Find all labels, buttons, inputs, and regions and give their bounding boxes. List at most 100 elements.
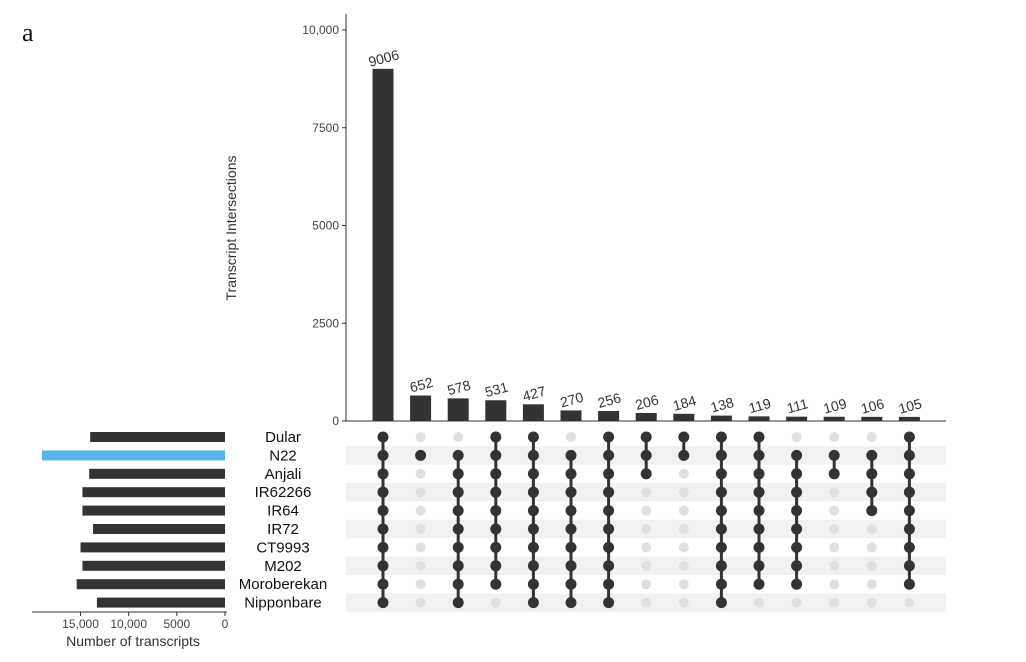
matrix-dot-active: [715, 505, 727, 517]
intersection-value-label: 531: [483, 379, 510, 401]
set-label: N22: [269, 447, 297, 464]
matrix-dot-inactive: [678, 579, 689, 590]
matrix-dot-active: [565, 560, 577, 572]
matrix-dot-active: [452, 541, 464, 553]
matrix-dot-active: [866, 468, 878, 480]
matrix-dot-active: [866, 449, 878, 461]
intersection-value-label: 206: [634, 391, 661, 413]
matrix-dot-active: [791, 486, 803, 498]
intersection-value-label: 427: [521, 383, 548, 405]
intersection-bar: [673, 413, 695, 421]
intersection-bar: [447, 398, 469, 421]
set-label: Nipponbare: [244, 595, 322, 612]
matrix-dot-inactive: [415, 560, 426, 571]
matrix-dot-active: [903, 505, 915, 517]
matrix-dot-inactive: [866, 579, 877, 590]
matrix-dot-inactive: [829, 597, 840, 608]
matrix-dot-active: [715, 597, 727, 609]
intersection-value-label: 119: [747, 395, 773, 416]
intersection-bar: [635, 412, 657, 421]
set-size-bar: [89, 468, 226, 479]
intersection-bar: [372, 68, 394, 421]
matrix-dot-inactive: [829, 542, 840, 553]
set-size-bar: [80, 542, 226, 553]
matrix-dot-active: [715, 468, 727, 480]
intersection-value-label: 184: [671, 392, 698, 414]
set-label: Dular: [265, 429, 301, 446]
matrix-dot-inactive: [866, 432, 877, 442]
matrix-dot-active: [791, 560, 803, 572]
matrix-dot-inactive: [678, 487, 689, 498]
matrix-dot-active: [603, 597, 615, 609]
matrix-dot-active: [565, 597, 577, 609]
matrix-dot-active: [527, 560, 539, 572]
matrix-dot-active: [603, 449, 615, 461]
matrix-dot-active: [527, 505, 539, 517]
matrix-dot-active: [490, 541, 502, 553]
intersection-value-label: 256: [596, 389, 623, 411]
intersection-bar: [710, 415, 732, 421]
matrix-dot-inactive: [829, 505, 840, 516]
set-size-bar: [82, 505, 225, 516]
matrix-dot-active: [903, 578, 915, 590]
intersection-bar: [748, 416, 770, 421]
intersection-value-label: 138: [709, 394, 736, 416]
matrix-dot-inactive: [904, 597, 915, 608]
matrix-dot-inactive: [641, 597, 652, 608]
matrix-dot-active: [377, 505, 389, 517]
matrix-dot-active: [678, 449, 690, 461]
matrix-dot-inactive: [754, 597, 764, 608]
matrix-dot-active: [828, 449, 840, 461]
matrix-dot-active: [603, 523, 615, 535]
matrix-dot-inactive: [453, 432, 464, 442]
matrix-dot-active: [490, 523, 502, 535]
intersection-bar: [560, 410, 582, 421]
matrix-dot-active: [753, 523, 765, 535]
matrix-dot-inactive: [829, 487, 840, 498]
set-label: IR64: [267, 503, 299, 520]
matrix-dot-active: [753, 560, 765, 572]
matrix-dot-active: [527, 449, 539, 461]
x-tick-label: 10,000: [110, 617, 147, 631]
matrix-dot-inactive: [415, 542, 426, 553]
matrix-dot-active: [753, 541, 765, 553]
matrix-dot-active: [678, 431, 690, 443]
matrix-dot-active: [452, 578, 464, 590]
matrix-dot-active: [490, 578, 502, 590]
matrix-dot-inactive: [641, 505, 652, 516]
matrix-dot-active: [490, 431, 502, 443]
intersection-value-label: 109: [822, 395, 849, 417]
intersection-bar: [598, 410, 620, 421]
matrix-dot-active: [377, 431, 389, 443]
matrix-dot-active: [603, 468, 615, 480]
matrix-dot-active: [791, 523, 803, 535]
matrix-dot-active: [603, 486, 615, 498]
matrix-dot-active: [903, 486, 915, 498]
set-label: Anjali: [265, 466, 302, 483]
matrix-dot-active: [377, 541, 389, 553]
intersection-value-label: 106: [859, 395, 886, 417]
matrix-dot-active: [565, 449, 577, 461]
matrix-dot-inactive: [415, 524, 426, 534]
intersection-bar: [823, 416, 845, 421]
matrix-dot-active: [903, 560, 915, 572]
x-tick-label: 0: [222, 617, 229, 631]
matrix-dot-active: [903, 449, 915, 461]
matrix-dot-active: [791, 468, 803, 480]
matrix-dot-active: [565, 578, 577, 590]
matrix-dot-inactive: [829, 524, 840, 534]
matrix-dot-active: [452, 523, 464, 535]
matrix-dot-active: [527, 468, 539, 480]
matrix-dot-active: [452, 468, 464, 480]
matrix-dot-active: [415, 449, 427, 461]
matrix-dot-inactive: [791, 432, 802, 442]
matrix-dot-inactive: [641, 560, 652, 571]
panel-label: a: [22, 18, 34, 47]
intersection-bar: [485, 400, 507, 421]
matrix-dot-inactive: [866, 524, 877, 534]
matrix-dot-active: [753, 431, 765, 443]
intersection-bar: [786, 416, 808, 421]
matrix-dot-active: [377, 449, 389, 461]
matrix-dot-active: [753, 486, 765, 498]
matrix-dot-active: [527, 431, 539, 443]
